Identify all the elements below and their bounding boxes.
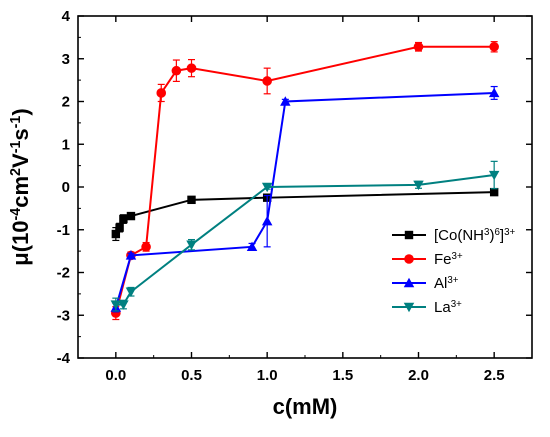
series-layer	[110, 41, 500, 321]
y-tick-label: -4	[57, 350, 71, 367]
data-point	[413, 41, 424, 52]
series-3	[110, 160, 500, 312]
data-point	[156, 88, 167, 98]
x-axis-label: c(mM)	[273, 394, 338, 419]
x-tick-label: 1.5	[332, 367, 353, 384]
legend-item: [Co(NH3)6]3+	[392, 227, 515, 245]
data-point	[280, 96, 291, 106]
data-point	[488, 170, 500, 181]
legend-label: Fe3+	[434, 251, 463, 269]
data-point	[261, 182, 273, 193]
y-axis-label-part: -1	[8, 141, 24, 154]
data-point	[171, 65, 182, 76]
x-tick-label: 0.5	[181, 367, 202, 384]
legend: [Co(NH3)6]3+Fe3+Al3+La3+	[392, 227, 515, 317]
x-tick-label: 0.0	[105, 367, 126, 384]
data-point	[186, 240, 197, 250]
legend-label-part: 3+	[451, 299, 462, 310]
y-tick-label: -3	[57, 307, 70, 324]
legend-item: La3+	[392, 299, 462, 317]
legend-label: La3+	[434, 299, 462, 317]
series-line	[114, 91, 495, 308]
y-tick-label: -2	[57, 265, 70, 282]
data-point	[125, 287, 137, 297]
y-axis-label-part: )	[8, 108, 33, 115]
series-1	[111, 41, 499, 321]
data-point	[413, 180, 424, 191]
data-point	[119, 214, 128, 224]
y-axis-label-part: cm	[8, 176, 33, 208]
y-axis-label-part: -1	[8, 116, 24, 129]
y-tick-label: 4	[62, 8, 71, 25]
y-tick-label: -1	[57, 222, 70, 239]
y-axis-label-part: μ(10	[8, 220, 33, 265]
legend-item: Al3+	[392, 275, 459, 293]
data-point	[488, 87, 500, 98]
legend-label-part: [Co(NH	[434, 227, 484, 244]
data-point	[125, 250, 137, 260]
legend-label-part: La	[434, 299, 451, 316]
x-tick-label: 1.0	[257, 367, 278, 384]
y-axis-label: μ(10-4cm2V-1s-1)	[8, 108, 33, 265]
y-axis-label-part: V	[8, 153, 33, 168]
axis-ticks	[77, 15, 533, 359]
y-tick-label: 2	[62, 94, 70, 111]
axis-tick-labels: 0.0 0.5 1.0 1.5 2.0 2.5 -4 -3 -2 -1 0 1 2 3 4	[57, 8, 505, 384]
legend-label-part: ]	[500, 227, 504, 244]
legend-label-part: )	[489, 227, 494, 244]
legend-label-part: 3+	[452, 251, 463, 262]
data-point	[126, 211, 136, 221]
data-point	[118, 300, 129, 310]
data-point	[261, 215, 273, 226]
y-tick-label: 1	[62, 136, 70, 153]
data-point	[489, 187, 499, 197]
legend-label-part: 6	[494, 227, 499, 238]
legend-marker	[404, 254, 414, 264]
y-axis-label-part: s	[8, 128, 33, 140]
y-axis-label-part: 2	[8, 168, 24, 176]
data-point	[111, 229, 121, 239]
legend-label-part: Al	[434, 275, 447, 292]
legend-label-part: 3+	[447, 275, 458, 286]
data-point	[489, 41, 499, 52]
data-point	[110, 300, 122, 310]
legend-label: Al3+	[434, 275, 459, 293]
data-point	[187, 195, 196, 205]
x-tick-label: 2.5	[484, 367, 505, 384]
y-tick-label: 3	[62, 51, 70, 68]
legend-marker	[404, 230, 414, 240]
legend-item: Fe3+	[392, 251, 463, 269]
y-axis-label-part: -4	[8, 208, 24, 221]
data-point	[141, 242, 151, 252]
legend-label-part: 3	[484, 227, 489, 238]
legend-label-part: 3+	[504, 227, 515, 238]
series-line	[114, 45, 495, 314]
data-point	[186, 63, 197, 73]
legend-marker	[403, 302, 415, 313]
x-tick-label: 2.0	[408, 367, 429, 384]
data-point	[246, 241, 258, 252]
legend-label-part: Fe	[434, 251, 452, 268]
y-tick-label: 0	[62, 179, 70, 196]
data-point	[115, 223, 124, 232]
series-2	[110, 85, 500, 313]
legend-label: [Co(NH3)6]3+	[434, 227, 515, 245]
data-point	[262, 76, 272, 86]
legend-marker	[403, 277, 415, 288]
